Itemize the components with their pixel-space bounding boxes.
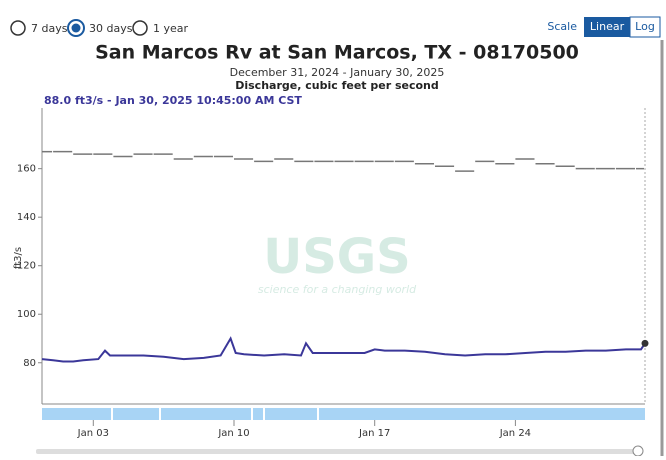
- watermark: USGS: [263, 229, 411, 285]
- watermark-tagline: science for a changing world: [258, 283, 417, 296]
- period-controls[interactable]: 7 days 30 days 1 year: [10, 19, 189, 37]
- radio-dot: [71, 23, 81, 33]
- radio-label[interactable]: 30 days: [89, 22, 133, 35]
- radio[interactable]: [10, 20, 26, 36]
- scale-label: Scale: [547, 20, 577, 33]
- radio[interactable]: [132, 20, 148, 36]
- y-tick-label: 140: [17, 212, 36, 223]
- scale-button[interactable]: Linear: [590, 20, 625, 33]
- scale-button[interactable]: [629, 16, 661, 38]
- y-tick-label: 160: [17, 164, 36, 175]
- subtitle: Discharge, cubic feet per second: [235, 79, 439, 92]
- tooltip: 88.0 ft3/s - Jan 30, 2025 10:45:00 AM CS…: [44, 94, 302, 107]
- brush-handle[interactable]: [632, 445, 644, 457]
- scale-button[interactable]: Log: [635, 20, 655, 33]
- plot: 80 100 120 140 160 Jan 03 Jan 10 Jan 17 Jan 24: [17, 150, 649, 439]
- subtitle: December 31, 2024 - January 30, 2025: [230, 66, 445, 79]
- y-axis-label: ft3/s: [13, 247, 24, 269]
- y-tick-label: 120: [17, 261, 36, 272]
- x-tick-label: Jan 17: [358, 428, 390, 439]
- x-tick-label: Jan 24: [499, 428, 531, 439]
- data-line: [41, 336, 646, 363]
- x-tick-label: Jan 03: [77, 428, 109, 439]
- y-tick-label: 100: [17, 309, 36, 320]
- brush-track[interactable]: [36, 449, 639, 454]
- radio-label[interactable]: 1 year: [153, 22, 189, 35]
- focus-point: [641, 339, 649, 347]
- chart-title: San Marcos Rv at San Marcos, TX - 081705…: [95, 42, 579, 64]
- approval-bar: [42, 408, 645, 420]
- approval-band: [42, 408, 645, 420]
- y-tick-label: 80: [23, 358, 36, 369]
- scale-button-selected[interactable]: [584, 17, 630, 37]
- x-tick-label: Jan 10: [217, 428, 249, 439]
- radio-label[interactable]: 7 days: [31, 22, 68, 35]
